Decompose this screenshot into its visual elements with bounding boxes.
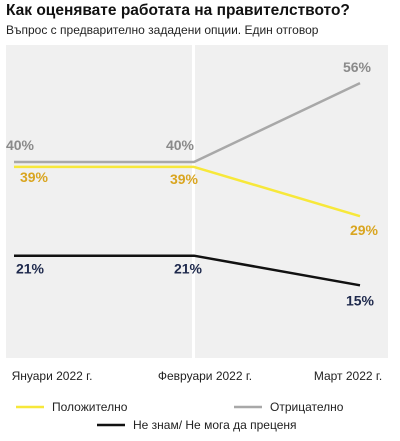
data-label-negative-2: 40%: [166, 137, 195, 153]
data-label-positive-1: 39%: [20, 169, 49, 185]
data-label-negative-3: 56%: [343, 59, 372, 75]
data-label-negative-1: 40%: [6, 137, 35, 153]
chart-title: Как оценявате работата на правителството…: [6, 2, 350, 19]
plot-panel-1: [6, 45, 192, 358]
panel-divider: [192, 45, 195, 358]
data-label-positive-2: 39%: [170, 171, 199, 187]
x-tick-label-2: Февруари 2022 г.: [158, 369, 252, 383]
data-label-unsure-3: 15%: [346, 292, 375, 308]
legend-label-negative: Отрицателно: [270, 400, 344, 414]
data-label-unsure-2: 21%: [174, 261, 203, 277]
data-label-unsure-1: 21%: [16, 261, 45, 277]
x-tick-label-3: Март 2022 г.: [314, 369, 382, 383]
data-label-positive-3: 29%: [350, 222, 379, 238]
legend-label-positive: Положително: [52, 400, 128, 414]
series-line-positive: [14, 165, 361, 218]
series-line-negative: [14, 81, 361, 164]
x-tick-label-1: Януари 2022 г.: [12, 369, 93, 383]
chart-subtitle: Въпрос с предварително зададени опции. Е…: [6, 23, 319, 37]
legend-label-unsure: Не знам/ Не мога да преценя: [133, 418, 297, 432]
plot-panel-2: [195, 45, 388, 358]
series-line-unsure: [14, 254, 361, 287]
